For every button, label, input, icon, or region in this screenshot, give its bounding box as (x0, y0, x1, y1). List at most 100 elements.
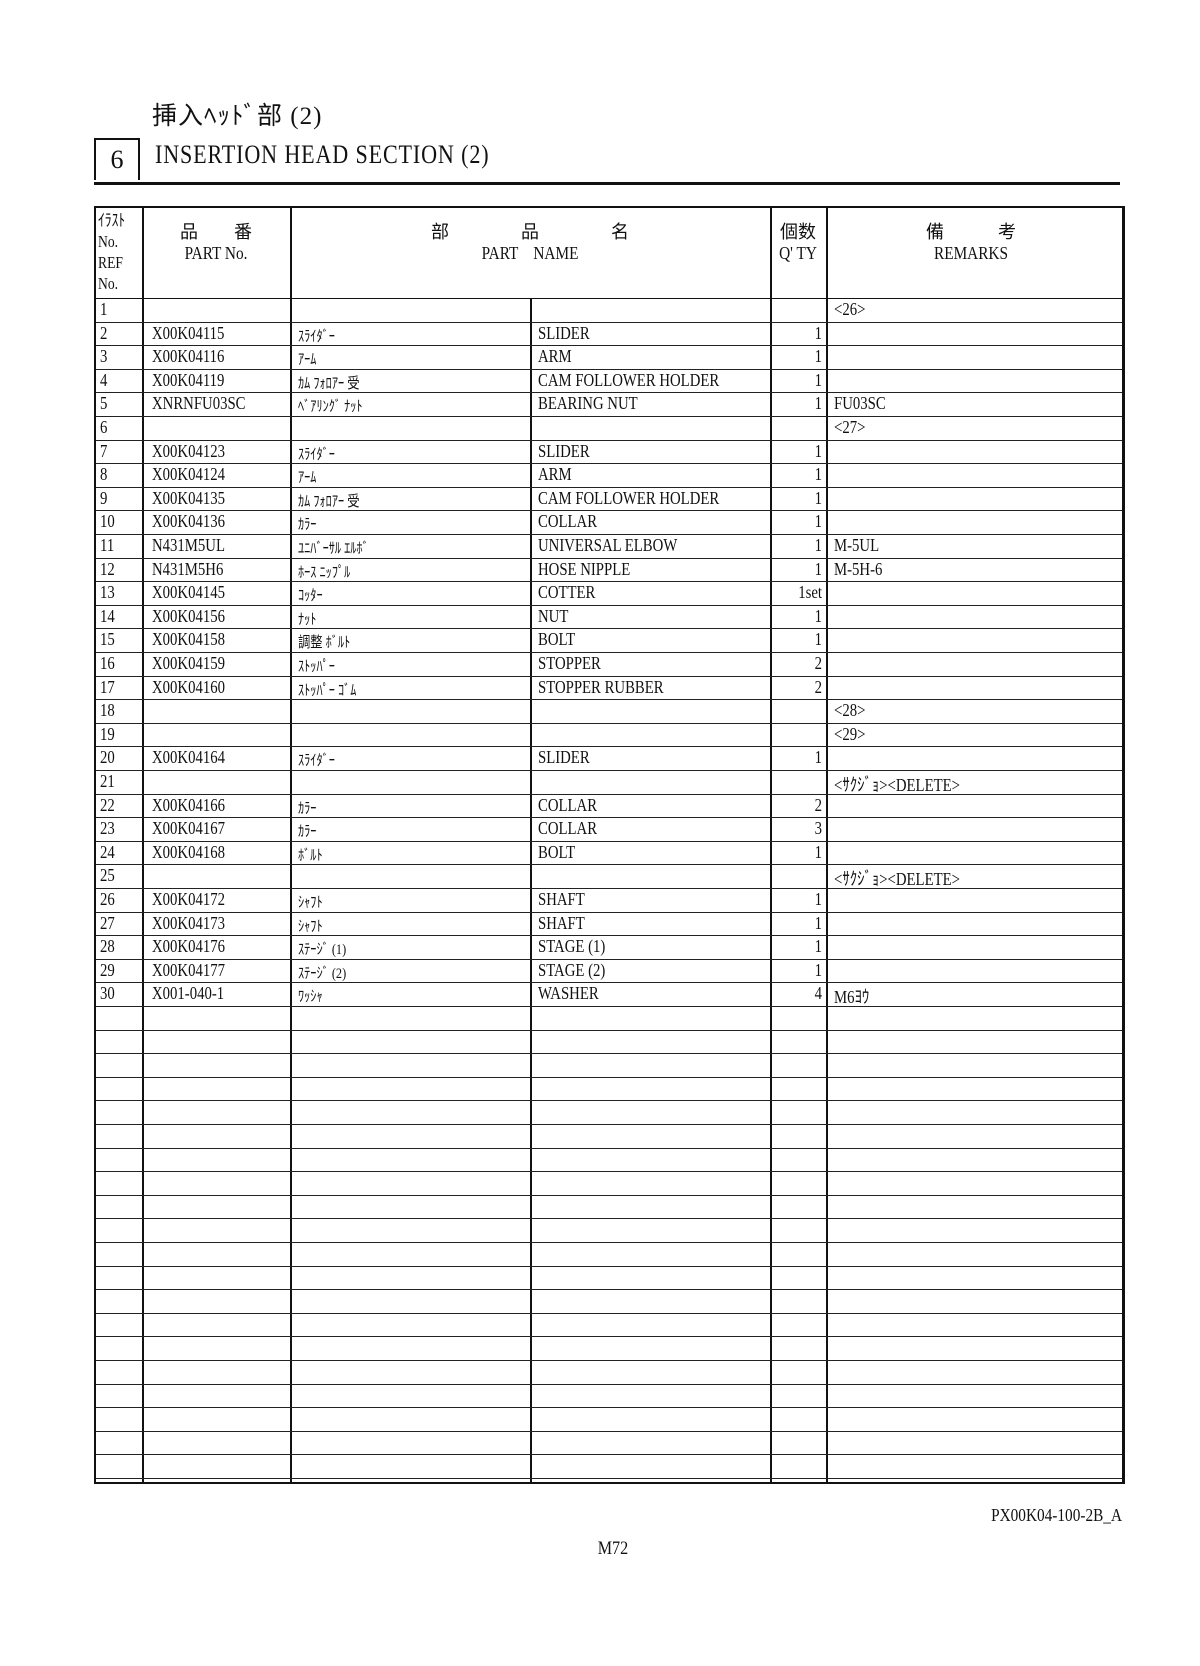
row-name-en: WASHER (538, 983, 599, 1004)
row-name-en: CAM FOLLOWER HOLDER (538, 369, 720, 390)
row-qty: 1 (814, 747, 822, 768)
table-row: 24 X00K04168 ﾎﾞﾙﾄ BOLT 1 (96, 841, 1122, 866)
row-qty: 1 (814, 346, 822, 367)
row-name-en: SLIDER (538, 322, 590, 343)
row-name-jp: ｱｰﾑ (298, 352, 317, 369)
page-number: M72 (597, 1538, 629, 1559)
row-name-jp: ﾕﾆﾊﾞｰｻﾙ ｴﾙﾎﾞ (298, 541, 369, 557)
header-part-name-en: PART NAME (481, 243, 579, 263)
table-row: 13 X00K04145 ｺｯﾀｰ COTTER 1set (96, 581, 1122, 606)
row-ref: 12 (100, 558, 115, 579)
row-ref: 18 (100, 700, 115, 721)
row-ref: 9 (100, 487, 108, 508)
header-part-no: 品 番 PART No. (142, 222, 290, 264)
row-ref: 16 (100, 653, 115, 673)
row-name-en: BOLT (538, 629, 576, 650)
empty-row (96, 1407, 1122, 1432)
row-ref: 26 (100, 889, 115, 909)
table-row: 28 X00K04176 ｽﾃｰｼﾞ (1) STAGE (1) 1 (96, 935, 1122, 960)
row-part-no: X00K04173 (152, 912, 225, 933)
empty-row (96, 1124, 1122, 1149)
empty-row (96, 1266, 1122, 1291)
row-name-jp: ｺｯﾀｰ (298, 588, 323, 605)
column-divider (770, 208, 772, 1482)
row-name-jp: ｶﾑ ﾌｫﾛｱｰ 受 (298, 493, 360, 510)
row-ref: 1 (100, 299, 108, 319)
row-qty: 1 (814, 369, 822, 390)
header-remarks: 備 考 REMARKS (826, 222, 1116, 264)
table-row: 17 X00K04160 ｽﾄｯﾊﾟｰ ｺﾞﾑ STOPPER RUBBER 2 (96, 676, 1122, 701)
header-part-name-jp: 部 品 名 (431, 222, 629, 242)
header-qty-jp: 個数 (780, 222, 816, 242)
table-row: 4 X00K04119 ｶﾑ ﾌｫﾛｱｰ 受 CAM FOLLOWER HOLDER 1 (96, 369, 1122, 394)
table-row: 9 X00K04135 ｶﾑ ﾌｫﾛｱｰ 受 CAM FOLLOWER HOLDER 1 (96, 487, 1122, 512)
row-part-no: X00K04172 (152, 889, 225, 909)
table-row: 16 X00K04159 ｽﾄｯﾊﾟｰ STOPPER 2 (96, 652, 1122, 677)
row-name-en: SHAFT (538, 912, 585, 933)
title-underline (94, 182, 1120, 185)
row-name-en: COTTER (538, 582, 596, 603)
row-remarks: FU03SC (834, 393, 886, 414)
empty-row (96, 1384, 1122, 1409)
section-number: 6 (94, 138, 140, 180)
header-part-name: 部 品 名 PART NAME (290, 222, 770, 264)
row-name-jp: ｼｬﾌﾄ (298, 918, 323, 935)
row-name-jp: ｶﾑ ﾌｫﾛｱｰ 受 (298, 375, 360, 392)
table-row: 25 <ｻｸｼﾞｮ><DELETE> (96, 864, 1122, 889)
row-name-jp: ｼｬﾌﾄ (298, 895, 323, 911)
parts-table: ｲﾗｽﾄ No. REF No. 品 番 PART No. 部 品 名 PART… (94, 206, 1125, 1484)
row-part-no: X00K04135 (152, 487, 225, 508)
row-ref: 13 (100, 582, 115, 603)
row-qty: 2 (814, 676, 822, 697)
row-part-no: X00K04115 (152, 322, 225, 343)
row-name-jp: ｶﾗｰ (298, 517, 317, 534)
row-name-jp: ｽﾃｰｼﾞ (1) (298, 942, 347, 959)
row-qty: 1 (814, 487, 822, 508)
row-ref: 14 (100, 605, 115, 626)
table-row: 5 XNRNFU03SC ﾍﾞｱﾘﾝｸﾞ ﾅｯﾄ BEARING NUT 1 FU03SC (96, 392, 1122, 417)
table-row: 8 X00K04124 ｱｰﾑ ARM 1 (96, 463, 1122, 488)
row-remarks: M-5H-6 (834, 558, 883, 579)
table-row: 22 X00K04166 ｶﾗｰ COLLAR 2 (96, 794, 1122, 819)
row-name-en: ARM (538, 464, 572, 485)
document-code: PX00K04-100-2B_A (991, 1505, 1122, 1525)
header-remarks-en: REMARKS (934, 243, 1008, 263)
row-ref: 15 (100, 629, 115, 650)
row-remarks: <28> (834, 700, 866, 721)
empty-row (96, 1030, 1122, 1055)
table-row: 6 <27> (96, 416, 1122, 441)
row-part-no: X00K04136 (152, 511, 225, 532)
empty-row (96, 1171, 1122, 1196)
row-name-en: CAM FOLLOWER HOLDER (538, 487, 720, 508)
row-name-en: COLLAR (538, 794, 598, 815)
row-remarks: <ｻｸｼﾞｮ><DELETE> (834, 775, 960, 795)
header-ref-en3: No. (98, 274, 119, 293)
row-name-jp: ｶﾗｰ (298, 800, 317, 817)
row-name-en: SHAFT (538, 889, 585, 909)
row-name-jp: ｱｰﾑ (298, 470, 317, 487)
title-english: INSERTION HEAD SECTION (2) (155, 140, 490, 169)
header-ref: ｲﾗｽﾄ No. REF No. (98, 210, 133, 294)
empty-row (96, 1313, 1122, 1338)
row-name-en: STAGE (1) (538, 936, 606, 957)
row-name-en: BOLT (538, 841, 576, 862)
row-name-jp: ｽﾗｲﾀﾞｰ (298, 328, 335, 345)
table-row: 15 X00K04158 調整 ﾎﾞﾙﾄ BOLT 1 (96, 628, 1122, 653)
row-qty: 4 (814, 983, 822, 1004)
row-part-no: X00K04145 (152, 582, 225, 603)
row-name-en: COLLAR (538, 511, 598, 532)
row-ref: 3 (100, 346, 108, 367)
row-name-jp: ｽﾗｲﾀﾞｰ (298, 753, 335, 770)
row-qty: 1set (798, 582, 822, 603)
row-name-jp: ｽﾄｯﾊﾟｰ (298, 659, 335, 675)
row-qty: 1 (814, 464, 822, 485)
row-ref: 23 (100, 818, 115, 839)
row-name-jp: ﾎｰｽ ﾆｯﾌﾟﾙ (298, 564, 351, 581)
table-header: ｲﾗｽﾄ No. REF No. 品 番 PART No. 部 品 名 PART… (96, 208, 1122, 299)
table-row: 21 <ｻｸｼﾞｮ><DELETE> (96, 770, 1122, 795)
empty-row (96, 1053, 1122, 1078)
row-name-en: BEARING NUT (538, 393, 638, 414)
row-remarks: M-5UL (834, 535, 880, 555)
row-part-no: X00K04123 (152, 440, 225, 461)
row-qty: 1 (814, 912, 822, 933)
